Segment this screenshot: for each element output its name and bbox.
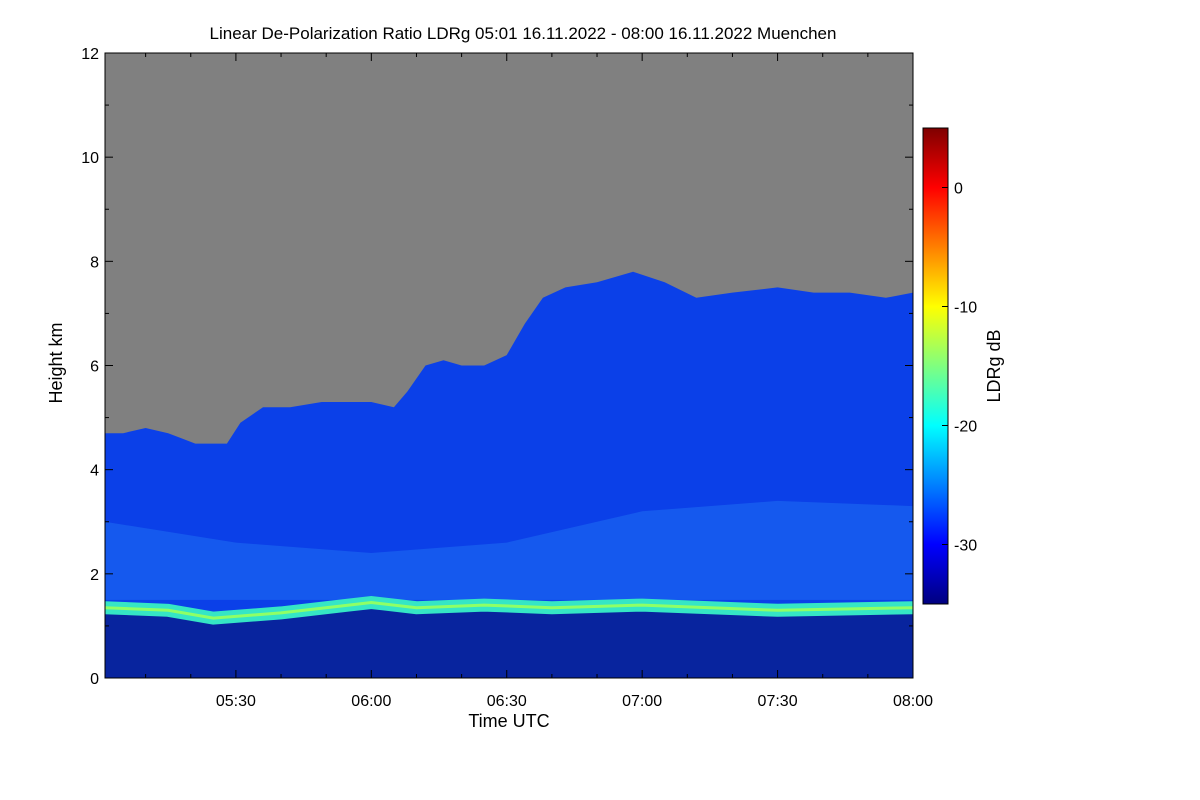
chart-title: Linear De-Polarization Ratio LDRg 05:01 … [210, 24, 837, 43]
y-tick-label: 2 [90, 567, 99, 584]
colorbar-label: LDRg dB [984, 329, 1004, 402]
diffuse-aerosol-region [105, 500, 913, 600]
x-tick-label: 06:00 [351, 693, 391, 710]
y-tick-label: 8 [90, 254, 99, 271]
boundary-layer-region [105, 602, 913, 678]
x-tick-label: 05:30 [216, 693, 256, 710]
y-tick-label: 4 [90, 463, 99, 480]
colorbar-tick-label: -30 [954, 538, 977, 555]
colorbar: 0 -10 -20 -30 LDRg dB [922, 127, 1004, 605]
colorbar-tick-label: -20 [954, 419, 977, 436]
colorbar-scale [922, 127, 949, 605]
y-tick-label: 6 [90, 359, 99, 376]
aerosol-layer-band-core [104, 600, 914, 620]
y-tick-label: 0 [90, 671, 99, 688]
y-axis-label: Height km [46, 322, 66, 403]
colorbar-tick-label: 0 [954, 181, 963, 198]
colorbar-tick-label: -10 [954, 300, 977, 317]
x-tick-label: 06:30 [487, 693, 527, 710]
colorbar-ticks: 0 -10 -20 -30 [942, 181, 977, 555]
x-tick-label: 07:00 [622, 693, 662, 710]
x-axis-label: Time UTC [468, 711, 549, 731]
y-tick-label: 10 [81, 150, 99, 167]
y-tick-label: 12 [81, 46, 99, 63]
x-tick-label: 08:00 [893, 693, 933, 710]
x-tick-label: 07:30 [758, 693, 798, 710]
plot-area [104, 52, 914, 679]
x-axis: 05:30 06:00 06:30 07:00 07:30 08:00 [145, 53, 933, 710]
y-axis: 0 2 4 6 8 10 12 [81, 46, 913, 688]
